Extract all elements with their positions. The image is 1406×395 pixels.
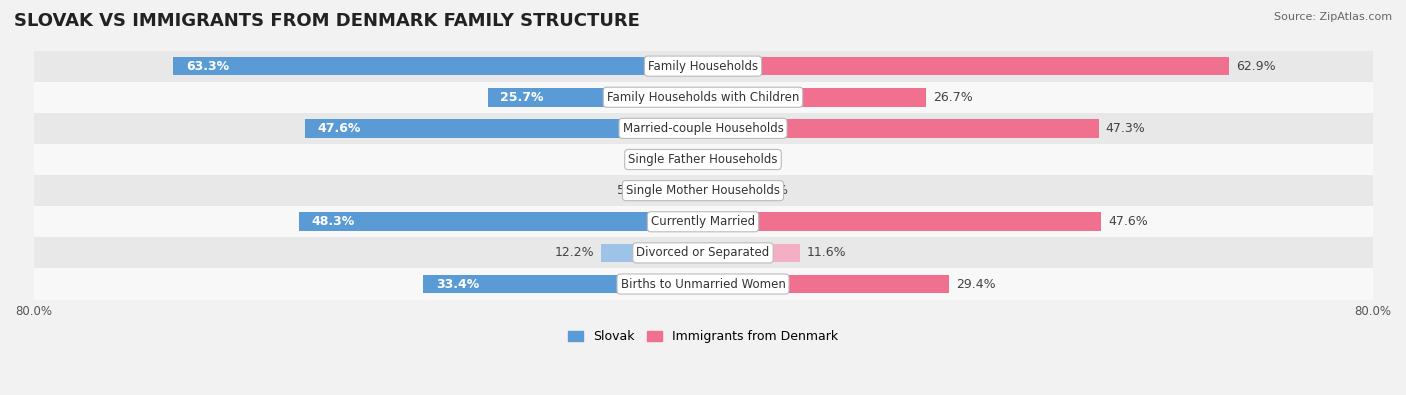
FancyBboxPatch shape [34,82,1372,113]
FancyBboxPatch shape [34,113,1372,144]
FancyBboxPatch shape [34,175,1372,206]
Bar [703,150,720,169]
Text: SLOVAK VS IMMIGRANTS FROM DENMARK FAMILY STRUCTURE: SLOVAK VS IMMIGRANTS FROM DENMARK FAMILY… [14,12,640,30]
Text: Family Households with Children: Family Households with Children [607,91,799,104]
FancyBboxPatch shape [34,269,1372,299]
Text: Family Households: Family Households [648,60,758,73]
Bar [703,119,1099,138]
Bar [703,213,1101,231]
Bar [600,244,703,262]
Text: 26.7%: 26.7% [934,91,973,104]
FancyBboxPatch shape [34,206,1372,237]
Text: 2.1%: 2.1% [727,153,759,166]
Bar [703,244,800,262]
Text: Single Father Households: Single Father Households [628,153,778,166]
Bar [488,88,703,107]
Text: 5.7%: 5.7% [617,184,648,197]
Text: 62.9%: 62.9% [1236,60,1275,73]
Text: Currently Married: Currently Married [651,215,755,228]
Bar [423,275,703,293]
Text: Births to Unmarried Women: Births to Unmarried Women [620,278,786,290]
FancyBboxPatch shape [34,237,1372,269]
Text: 47.6%: 47.6% [318,122,360,135]
Bar [299,213,703,231]
Bar [173,57,703,75]
Text: 33.4%: 33.4% [436,278,479,290]
Bar [703,88,927,107]
Text: 47.6%: 47.6% [1108,215,1147,228]
Text: 2.2%: 2.2% [647,153,678,166]
Bar [703,57,1229,75]
Bar [703,181,749,200]
Text: Source: ZipAtlas.com: Source: ZipAtlas.com [1274,12,1392,22]
Text: 63.3%: 63.3% [186,60,229,73]
FancyBboxPatch shape [34,144,1372,175]
Text: 47.3%: 47.3% [1105,122,1146,135]
Bar [655,181,703,200]
FancyBboxPatch shape [34,51,1372,82]
Text: 11.6%: 11.6% [807,246,846,260]
Text: 48.3%: 48.3% [311,215,354,228]
Bar [703,275,949,293]
Legend: Slovak, Immigrants from Denmark: Slovak, Immigrants from Denmark [562,325,844,348]
Bar [685,150,703,169]
Text: Divorced or Separated: Divorced or Separated [637,246,769,260]
Text: Single Mother Households: Single Mother Households [626,184,780,197]
Text: 25.7%: 25.7% [501,91,544,104]
Text: 12.2%: 12.2% [554,246,595,260]
Text: 5.5%: 5.5% [755,184,787,197]
Text: 29.4%: 29.4% [956,278,995,290]
Bar [305,119,703,138]
Text: Married-couple Households: Married-couple Households [623,122,783,135]
